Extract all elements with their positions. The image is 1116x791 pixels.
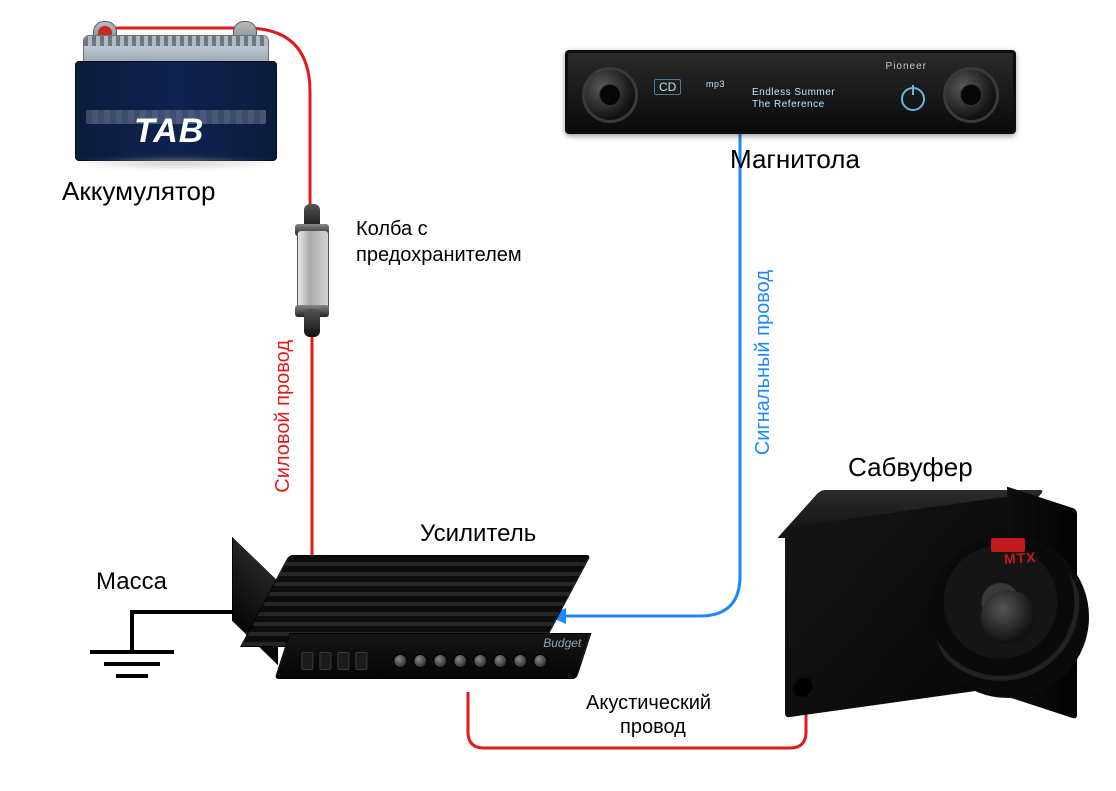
subwoofer-port	[793, 676, 813, 699]
subwoofer: MTX	[785, 490, 1075, 725]
fuse-holder	[291, 208, 333, 333]
head-unit: Pioneer CD mp3 Endless Summer The Refere…	[565, 50, 1016, 134]
diagram-stage: TAB Аккумулятор Pioneer CD mp3 Endless S…	[0, 0, 1116, 791]
label-subwoofer: Сабвуфер	[848, 452, 973, 483]
label-acoustic-wire-1: Акустический	[586, 692, 711, 715]
label-amplifier: Усилитель	[420, 520, 536, 548]
label-battery: Аккумулятор	[62, 176, 215, 207]
amplifier: Budget	[240, 555, 570, 695]
head-cd-tag: CD	[654, 79, 681, 95]
label-acoustic-wire-2: провод	[620, 716, 686, 739]
head-mp3: mp3	[706, 79, 725, 89]
label-power-wire: Силовой провод	[272, 340, 295, 493]
head-screen: Pioneer CD mp3 Endless Summer The Refere…	[648, 65, 933, 119]
label-signal-wire: Сигнальный провод	[752, 270, 775, 455]
label-ground: Масса	[96, 568, 167, 596]
battery-brand: TAB	[134, 112, 204, 151]
battery-body: TAB	[75, 61, 277, 161]
head-brand: Pioneer	[886, 61, 927, 72]
ground-symbol	[76, 610, 186, 690]
label-fuse-l1: Колба с	[356, 218, 428, 241]
battery: TAB	[75, 35, 275, 160]
signal-wire	[560, 130, 740, 616]
head-line1: Endless Summer	[752, 87, 835, 98]
amplifier-connectors	[301, 650, 561, 672]
head-knob-right	[943, 67, 999, 123]
label-fuse-l2: предохранителем	[356, 244, 522, 267]
head-line2: The Reference	[752, 99, 825, 110]
amplifier-brand: Budget	[543, 636, 581, 650]
subwoofer-brand: MTX	[1004, 549, 1038, 567]
head-power-icon	[901, 87, 925, 111]
head-knob-left	[582, 67, 638, 123]
label-head-unit: Магнитола	[730, 144, 860, 175]
battery-shadow	[67, 156, 283, 170]
